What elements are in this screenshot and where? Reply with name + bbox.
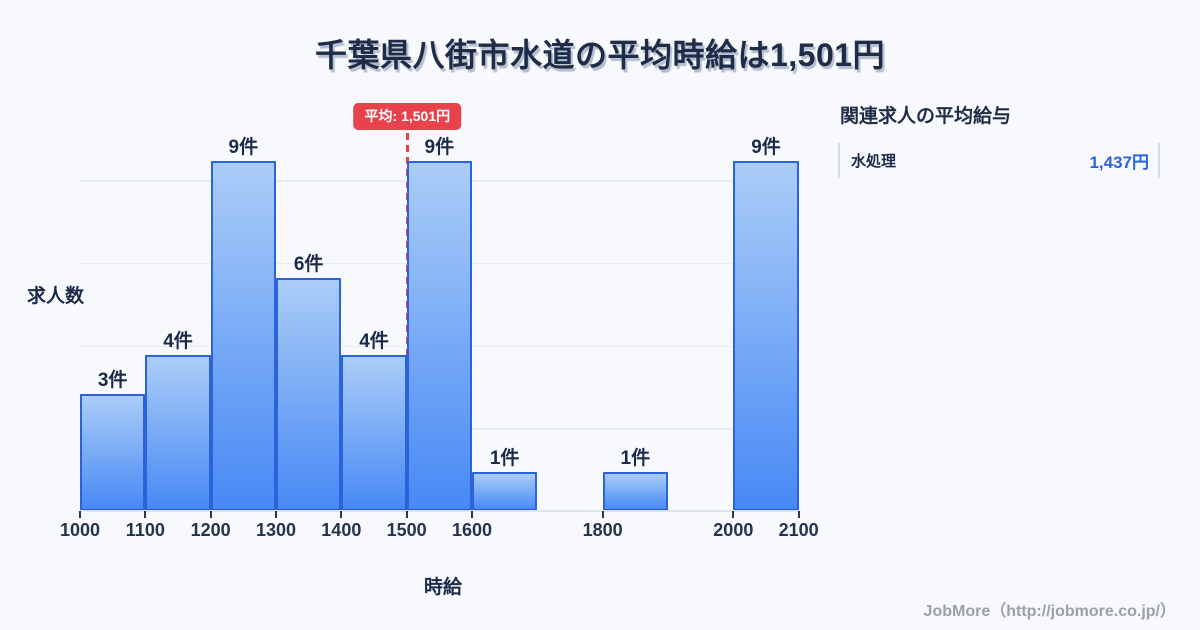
x-axis-tick	[209, 511, 212, 518]
x-axis-tick	[405, 511, 408, 518]
x-axis-tick	[79, 511, 81, 518]
bar-count-label: 9件	[424, 136, 455, 158]
bar-count-label: 4件	[163, 331, 193, 353]
histogram-bar	[471, 472, 538, 511]
x-tick-label: 1500	[386, 520, 427, 540]
x-tick-label: 1300	[255, 520, 296, 540]
x-tick-label: 2100	[778, 520, 819, 540]
bar-count-label: 1件	[620, 448, 651, 470]
x-axis-tick	[144, 511, 147, 518]
x-axis-tick	[601, 511, 604, 518]
histogram-bar	[145, 355, 211, 511]
histogram-bar	[275, 277, 342, 511]
bar-count-label: 6件	[293, 253, 324, 275]
histogram-bar	[406, 160, 472, 511]
bar-count-label: 9件	[751, 136, 781, 158]
x-tick-label: 1000	[59, 520, 101, 540]
histogram-bar	[341, 355, 407, 511]
x-axis-tick	[732, 511, 735, 518]
histogram-bar	[602, 472, 668, 511]
x-axis-line	[80, 510, 800, 512]
related-job-value: 1,437円	[1089, 153, 1149, 172]
bar-count-label: 4件	[359, 331, 389, 353]
x-axis-tick	[797, 511, 800, 518]
x-tick-label: 1200	[190, 520, 231, 540]
average-badge: 平均: 1,501円	[353, 103, 462, 130]
related-job-name: 水処理	[851, 153, 897, 170]
x-tick-label: 1400	[321, 520, 362, 540]
x-tick-label: 1600	[451, 520, 492, 540]
page-title: 千葉県八街市水道の平均時給は1,501円	[314, 37, 886, 73]
bar-count-label: 9件	[228, 136, 259, 158]
y-axis-title: 求人数	[27, 286, 85, 307]
related-job-row: 水処理 1,437円	[838, 143, 1160, 178]
x-axis-tick	[340, 511, 343, 518]
related-jobs-heading: 関連求人の平均給与	[840, 106, 1012, 127]
histogram-bar	[210, 160, 276, 511]
x-tick-label: 1800	[582, 520, 623, 540]
x-axis-title: 時給	[423, 577, 462, 598]
x-axis-tick	[274, 511, 277, 518]
histogram-bar	[733, 160, 799, 511]
bar-count-label: 3件	[97, 370, 128, 392]
bar-count-label: 1件	[489, 448, 520, 470]
x-tick-label: 2000	[713, 520, 754, 540]
x-tick-label: 1100	[125, 520, 165, 540]
footer-credit: JobMore（http://jobmore.co.jp/）	[923, 603, 1176, 620]
histogram-bar	[80, 394, 146, 511]
x-axis-tick	[470, 511, 473, 518]
